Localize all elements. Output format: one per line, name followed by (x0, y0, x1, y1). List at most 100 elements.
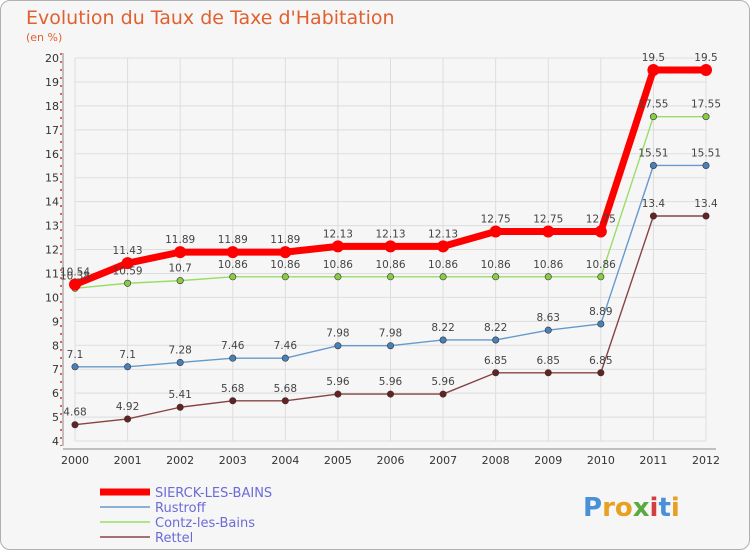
legend-label: SIERCK-LES-BAINS (155, 486, 272, 501)
axes: 4 5 6 7 8 9 10 11 12 13 14 15 16 17 18 19 20 2000 2001 2002… (45, 52, 720, 467)
data-label: 10.86 (428, 259, 458, 271)
data-point (281, 273, 289, 281)
x-tick-label: 2005 (324, 454, 352, 467)
data-label: 17.55 (691, 99, 721, 111)
data-point (176, 403, 184, 411)
data-point (544, 326, 552, 334)
data-point (702, 113, 710, 121)
data-point (439, 390, 447, 398)
data-label: 10.86 (481, 259, 511, 271)
data-label: 12.13 (375, 228, 405, 240)
data-point (597, 273, 605, 281)
data-point (489, 225, 502, 238)
data-label: 12.13 (428, 228, 458, 240)
data-point (124, 415, 132, 423)
data-point (281, 354, 289, 362)
data-point (386, 390, 394, 398)
data-label: 12.75 (481, 214, 511, 226)
chart-subtitle: (en %) (26, 31, 62, 44)
data-label: 19.5 (642, 52, 665, 64)
x-tick-label: 2004 (271, 454, 299, 467)
data-point (176, 277, 184, 285)
x-tick-label: 2008 (482, 454, 510, 467)
y-tick-label: 11 (45, 267, 59, 280)
legend-label: Rustroff (155, 501, 207, 516)
data-point (544, 369, 552, 377)
data-point (121, 257, 134, 270)
data-point (702, 161, 710, 169)
x-tick-label: 2003 (219, 454, 247, 467)
data-label: 7.98 (379, 328, 402, 340)
y-tick-label: 13 (45, 220, 59, 233)
x-tick-label: 2007 (429, 454, 457, 467)
data-label: 7.1 (119, 349, 136, 361)
data-label: 5.41 (168, 389, 191, 401)
data-point (384, 240, 397, 253)
data-label: 5.68 (274, 383, 297, 395)
data-label: 10.86 (270, 259, 300, 271)
data-label: 6.85 (589, 355, 612, 367)
data-label: 17.55 (638, 99, 668, 111)
data-label: 15.51 (638, 147, 668, 159)
data-label: 10.38 (60, 270, 90, 282)
data-point (71, 363, 79, 371)
data-label: 11.89 (270, 234, 300, 246)
data-label: 19.5 (694, 52, 717, 64)
data-point (386, 342, 394, 350)
data-point (124, 363, 132, 371)
data-point (334, 342, 342, 350)
x-tick-label: 2010 (587, 454, 615, 467)
data-label: 4.92 (116, 401, 139, 413)
series-lines (69, 63, 712, 429)
data-point (334, 390, 342, 398)
y-tick-label: 8 (52, 339, 59, 352)
data-label: 7.28 (168, 344, 191, 356)
y-tick-label: 16 (45, 148, 59, 161)
data-point (649, 161, 657, 169)
data-label: 10.86 (533, 259, 563, 271)
x-tick-label: 2009 (534, 454, 562, 467)
data-point (597, 369, 605, 377)
legend: SIERCK-LES-BAINSRustroffContz-les-BainsR… (100, 486, 272, 546)
legend-label: Rettel (155, 531, 193, 546)
data-point (281, 397, 289, 405)
x-tick-label: 2002 (166, 454, 194, 467)
data-label: 11.89 (218, 234, 248, 246)
data-point (386, 273, 394, 281)
data-label: 10.86 (218, 259, 248, 271)
legend-label: Contz-les-Bains (155, 516, 255, 531)
x-tick-label: 2001 (114, 454, 142, 467)
data-label: 5.68 (221, 383, 244, 395)
data-label: 5.96 (326, 376, 350, 388)
y-tick-label: 18 (45, 100, 59, 113)
chart-title: Evolution du Taux de Taxe d'Habitation (26, 7, 395, 29)
data-label: 12.75 (586, 214, 616, 226)
svg-text:Proxiti: Proxiti (583, 493, 680, 523)
y-tick-label: 17 (45, 124, 59, 137)
data-label: 10.59 (113, 265, 143, 277)
data-label: 7.46 (274, 340, 298, 352)
y-tick-label: 20 (45, 52, 59, 65)
y-tick-label: 7 (52, 363, 59, 376)
data-point (229, 354, 237, 362)
data-label: 10.86 (375, 259, 405, 271)
data-point (229, 397, 237, 405)
data-label: 10.54 (60, 266, 90, 278)
data-label: 8.22 (431, 322, 454, 334)
proxiti-logo: Proxiti (583, 493, 680, 523)
data-label: 8.22 (484, 322, 507, 334)
data-point (71, 421, 79, 429)
data-point (700, 63, 712, 76)
data-point (492, 369, 500, 377)
data-label: 7.1 (67, 349, 84, 361)
data-label: 11.43 (113, 245, 143, 257)
data-label: 5.96 (431, 376, 455, 388)
data-label: 6.85 (537, 355, 560, 367)
data-label: 10.86 (323, 259, 353, 271)
data-point (492, 336, 500, 344)
y-tick-label: 5 (52, 411, 59, 424)
data-point (439, 273, 447, 281)
y-tick-label: 14 (45, 196, 59, 209)
